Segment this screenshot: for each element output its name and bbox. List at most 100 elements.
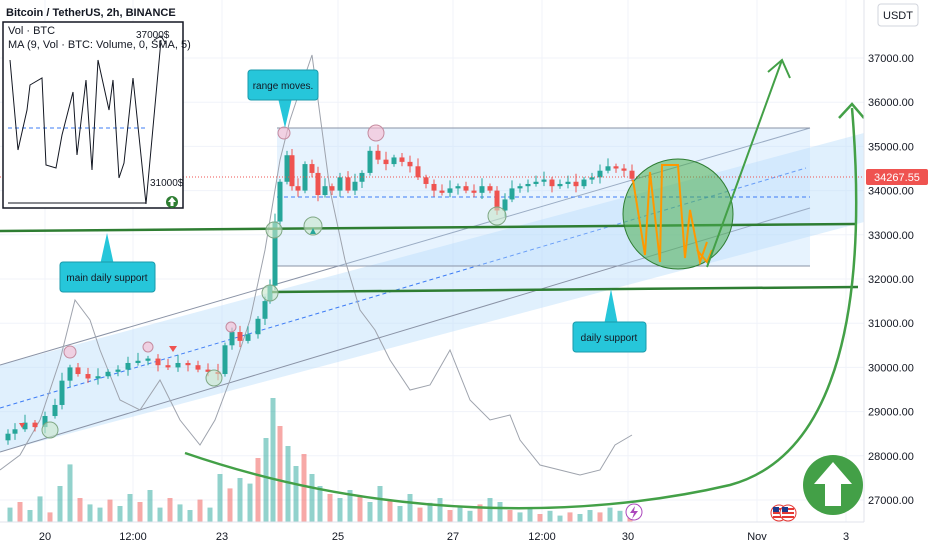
price-tick-label: 35000.00 <box>868 141 914 153</box>
candle-body <box>165 365 171 368</box>
candle-body <box>431 183 437 191</box>
candles <box>5 144 635 445</box>
callout-main-daily-support-text: main daily support <box>66 273 147 284</box>
candle-body <box>32 422 38 428</box>
volume-bar <box>293 466 299 522</box>
time-axis[interactable] <box>0 522 864 550</box>
price-tick-label: 32000.00 <box>868 274 914 286</box>
pivot-low-marker <box>265 221 283 239</box>
volume-bar <box>37 496 43 522</box>
pivot-low-marker <box>303 216 323 236</box>
up-arrow-icon <box>814 462 852 506</box>
candle-body <box>322 186 328 196</box>
candle-body <box>329 186 335 191</box>
callout-range-moves: range moves. <box>247 69 319 128</box>
price-tag-text: 34267.55 <box>874 172 920 184</box>
volume-bar <box>77 498 83 522</box>
big-curved-arrow <box>184 107 858 510</box>
currency-selector[interactable]: USDT <box>877 3 919 27</box>
volume-bar <box>187 510 193 522</box>
candle-body <box>447 188 453 193</box>
time-axis-ticks: 20 12:00 23 25 27 12:00 30 Nov 3 <box>39 531 849 543</box>
pivot-high-marker <box>142 341 154 353</box>
pivot-markers <box>41 124 507 439</box>
volume-bar <box>607 507 613 522</box>
volume-indicator-title[interactable]: Vol · BTC <box>8 25 55 37</box>
price-axis[interactable] <box>864 0 932 522</box>
volume-bar <box>547 510 553 522</box>
pivot-high-marker <box>225 321 237 333</box>
callout-pointer <box>604 289 618 325</box>
pivot-low-marker <box>205 369 223 387</box>
volume-bar <box>487 498 493 522</box>
candle-body <box>565 181 571 184</box>
price-tick-label: 34000.00 <box>868 186 914 198</box>
volume-bar <box>127 494 133 522</box>
candle-body <box>541 179 547 182</box>
volume-bar <box>301 454 307 522</box>
candle-body <box>439 190 445 193</box>
volume-bar <box>217 474 223 522</box>
volume-bar <box>47 512 53 522</box>
candle-body <box>517 186 523 189</box>
volume-bar <box>597 512 603 522</box>
candle-body <box>277 181 283 222</box>
currency-selector-box[interactable] <box>877 3 919 27</box>
candle-body <box>613 166 619 169</box>
callout-box <box>572 321 647 353</box>
candle-body <box>581 179 587 187</box>
price-tick-label: 27000.00 <box>868 495 914 507</box>
candle-body <box>245 334 251 341</box>
volume-bar <box>477 504 483 522</box>
candle-body <box>399 157 405 162</box>
time-tick-label: 3 <box>843 531 849 543</box>
time-tick-label: 23 <box>216 531 228 543</box>
volume-bar <box>577 514 583 522</box>
volume-ma-line <box>0 54 633 476</box>
candle-body <box>42 416 48 428</box>
big-up-arrow-badge <box>803 455 863 515</box>
candle-body <box>5 433 11 441</box>
candle-body <box>145 358 151 361</box>
lightning-icon[interactable] <box>625 503 643 521</box>
callout-box <box>59 261 156 293</box>
volume-bar <box>263 438 269 522</box>
pivot-low-marker <box>41 421 59 439</box>
candle-body <box>629 170 635 179</box>
ma-indicator-title[interactable]: MA (9, Vol · BTC: Volume, 0, SMA, 5) <box>8 39 191 51</box>
volume-bar <box>537 514 543 522</box>
candle-body <box>105 371 111 377</box>
up-arrow-icon <box>168 197 176 206</box>
candle-body <box>302 164 308 191</box>
pivot-high-marker <box>277 126 291 140</box>
price-tick-label: 31000.00 <box>868 318 914 330</box>
candle-body <box>185 362 191 366</box>
callout-main-daily-support: main daily support <box>59 233 156 293</box>
volume-bar <box>117 506 123 522</box>
symbol-title[interactable]: Bitcoin / TetherUS, 2h, BINANCE <box>6 7 176 19</box>
time-tick-label: 12:00 <box>528 531 556 543</box>
volume-bar <box>87 504 93 522</box>
volume-bar <box>497 502 503 522</box>
sell-marker-icon <box>169 346 177 352</box>
price-tag-background <box>866 169 928 185</box>
volume-bar <box>227 488 233 522</box>
volume-bar <box>437 498 443 522</box>
candle-body <box>597 170 603 178</box>
candle-body <box>375 150 381 160</box>
candle-body <box>59 380 65 405</box>
volume-bar <box>357 496 363 522</box>
volume-bar <box>457 506 463 522</box>
inset-low-label: 31000$ <box>150 178 184 189</box>
callout-daily-support-text: daily support <box>581 333 638 344</box>
candle-body <box>315 172 321 196</box>
volume-bar <box>17 502 23 522</box>
pivot-low-marker <box>261 284 279 302</box>
forecast-path <box>632 164 708 266</box>
us-flag-icon[interactable] <box>779 504 797 522</box>
volume-bar <box>277 426 283 522</box>
volume-bar <box>327 494 333 522</box>
forecast-path-arrowhead <box>696 249 713 264</box>
